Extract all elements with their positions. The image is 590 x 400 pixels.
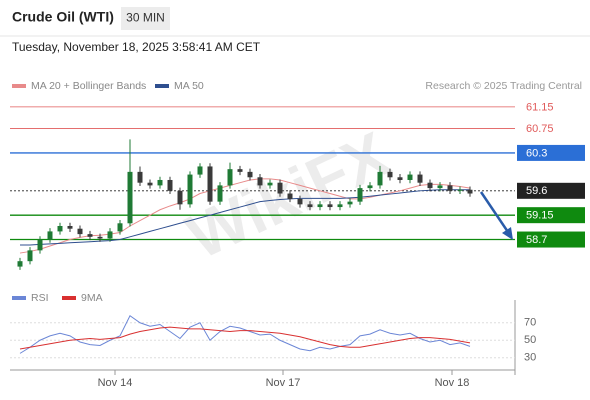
level-label: 59.6 — [526, 185, 547, 197]
x-tick-label: Nov 17 — [266, 377, 301, 389]
legend-swatch — [62, 296, 76, 300]
level-label: 59.15 — [526, 210, 554, 222]
level-box — [517, 231, 585, 248]
level-box — [517, 144, 585, 161]
candle-body — [297, 198, 303, 205]
candle-body — [457, 189, 463, 191]
candle-body — [347, 201, 353, 205]
forecast-arrow — [479, 191, 510, 233]
candle-body — [377, 171, 383, 186]
candle-body — [307, 204, 313, 208]
candle-body — [357, 188, 363, 202]
candle-body — [447, 185, 453, 191]
legend-label: MA 20 + Bollinger Bands — [31, 80, 146, 92]
candle-body — [277, 182, 283, 194]
timeframe: 30 MIN — [126, 11, 165, 25]
candle-body — [337, 204, 343, 208]
candle-body — [247, 171, 253, 178]
candle-body — [47, 231, 53, 240]
candle-body — [37, 239, 43, 251]
x-tick-label: Nov 18 — [435, 377, 470, 389]
candle-body — [97, 236, 103, 239]
candle-body — [267, 182, 273, 186]
x-tick-label: Nov 14 — [98, 377, 133, 389]
candle-body — [327, 204, 333, 208]
candle-body — [77, 228, 83, 235]
legend-swatch — [12, 296, 26, 300]
candle-body — [167, 179, 173, 191]
level-box — [517, 207, 585, 224]
candle-body — [217, 185, 223, 202]
candle-body — [367, 185, 373, 189]
series-line — [19, 178, 471, 254]
chart-title: Crude Oil (WTI) — [12, 9, 114, 25]
subtitle: Tuesday, November 18, 2025 3:58:41 AM CE… — [12, 40, 261, 54]
candle-body — [87, 234, 93, 237]
candle-body — [177, 190, 183, 205]
legend-label: MA 50 — [174, 80, 204, 92]
level-label: 61.15 — [526, 101, 554, 113]
candle-body — [207, 166, 213, 202]
candle-body — [397, 177, 403, 180]
candle-body — [17, 261, 23, 267]
forecast-arrowhead — [502, 227, 513, 240]
timeframe-badge — [121, 7, 170, 30]
candle-body — [127, 171, 133, 224]
plot: 61.15 60.75 60.3 59.6 59.15 58.7 MA 20 + Bolli… — [10, 80, 585, 389]
level-box — [517, 182, 585, 199]
candle-body — [27, 250, 33, 262]
candle-body — [197, 166, 203, 175]
candle-body — [187, 174, 193, 205]
candle-body — [417, 174, 423, 183]
y-tick-label: 30 — [524, 352, 536, 364]
candle-body — [107, 231, 113, 239]
candle-body — [227, 169, 233, 186]
candle-body — [427, 182, 433, 189]
candle-body — [57, 225, 63, 232]
candle-body — [467, 189, 473, 194]
candle-body — [147, 182, 153, 186]
candle-body — [317, 204, 323, 208]
series-line — [20, 189, 470, 246]
candle-body — [237, 169, 243, 172]
y-tick-label: 70 — [524, 317, 536, 329]
candle-body — [157, 179, 163, 186]
candle-body — [407, 174, 413, 180]
candle-body — [137, 171, 143, 183]
candle-body — [117, 223, 123, 232]
candle-body — [257, 177, 263, 186]
candle-body — [387, 171, 393, 178]
legend-label: 9MA — [81, 292, 103, 304]
legend-swatch — [12, 84, 26, 88]
series-line — [19, 326, 471, 350]
series-line — [19, 315, 471, 354]
candle-body — [437, 185, 443, 189]
legend-label: RSI — [31, 292, 49, 304]
candle-body — [287, 193, 293, 199]
y-tick-label: 50 — [524, 334, 536, 346]
level-label: 58.7 — [526, 234, 547, 246]
legend-swatch — [155, 84, 169, 88]
level-label: 60.3 — [526, 147, 547, 159]
candle-body — [67, 225, 73, 229]
credit: Research © 2025 Trading Central — [425, 80, 582, 92]
level-label: 60.75 — [526, 123, 554, 135]
